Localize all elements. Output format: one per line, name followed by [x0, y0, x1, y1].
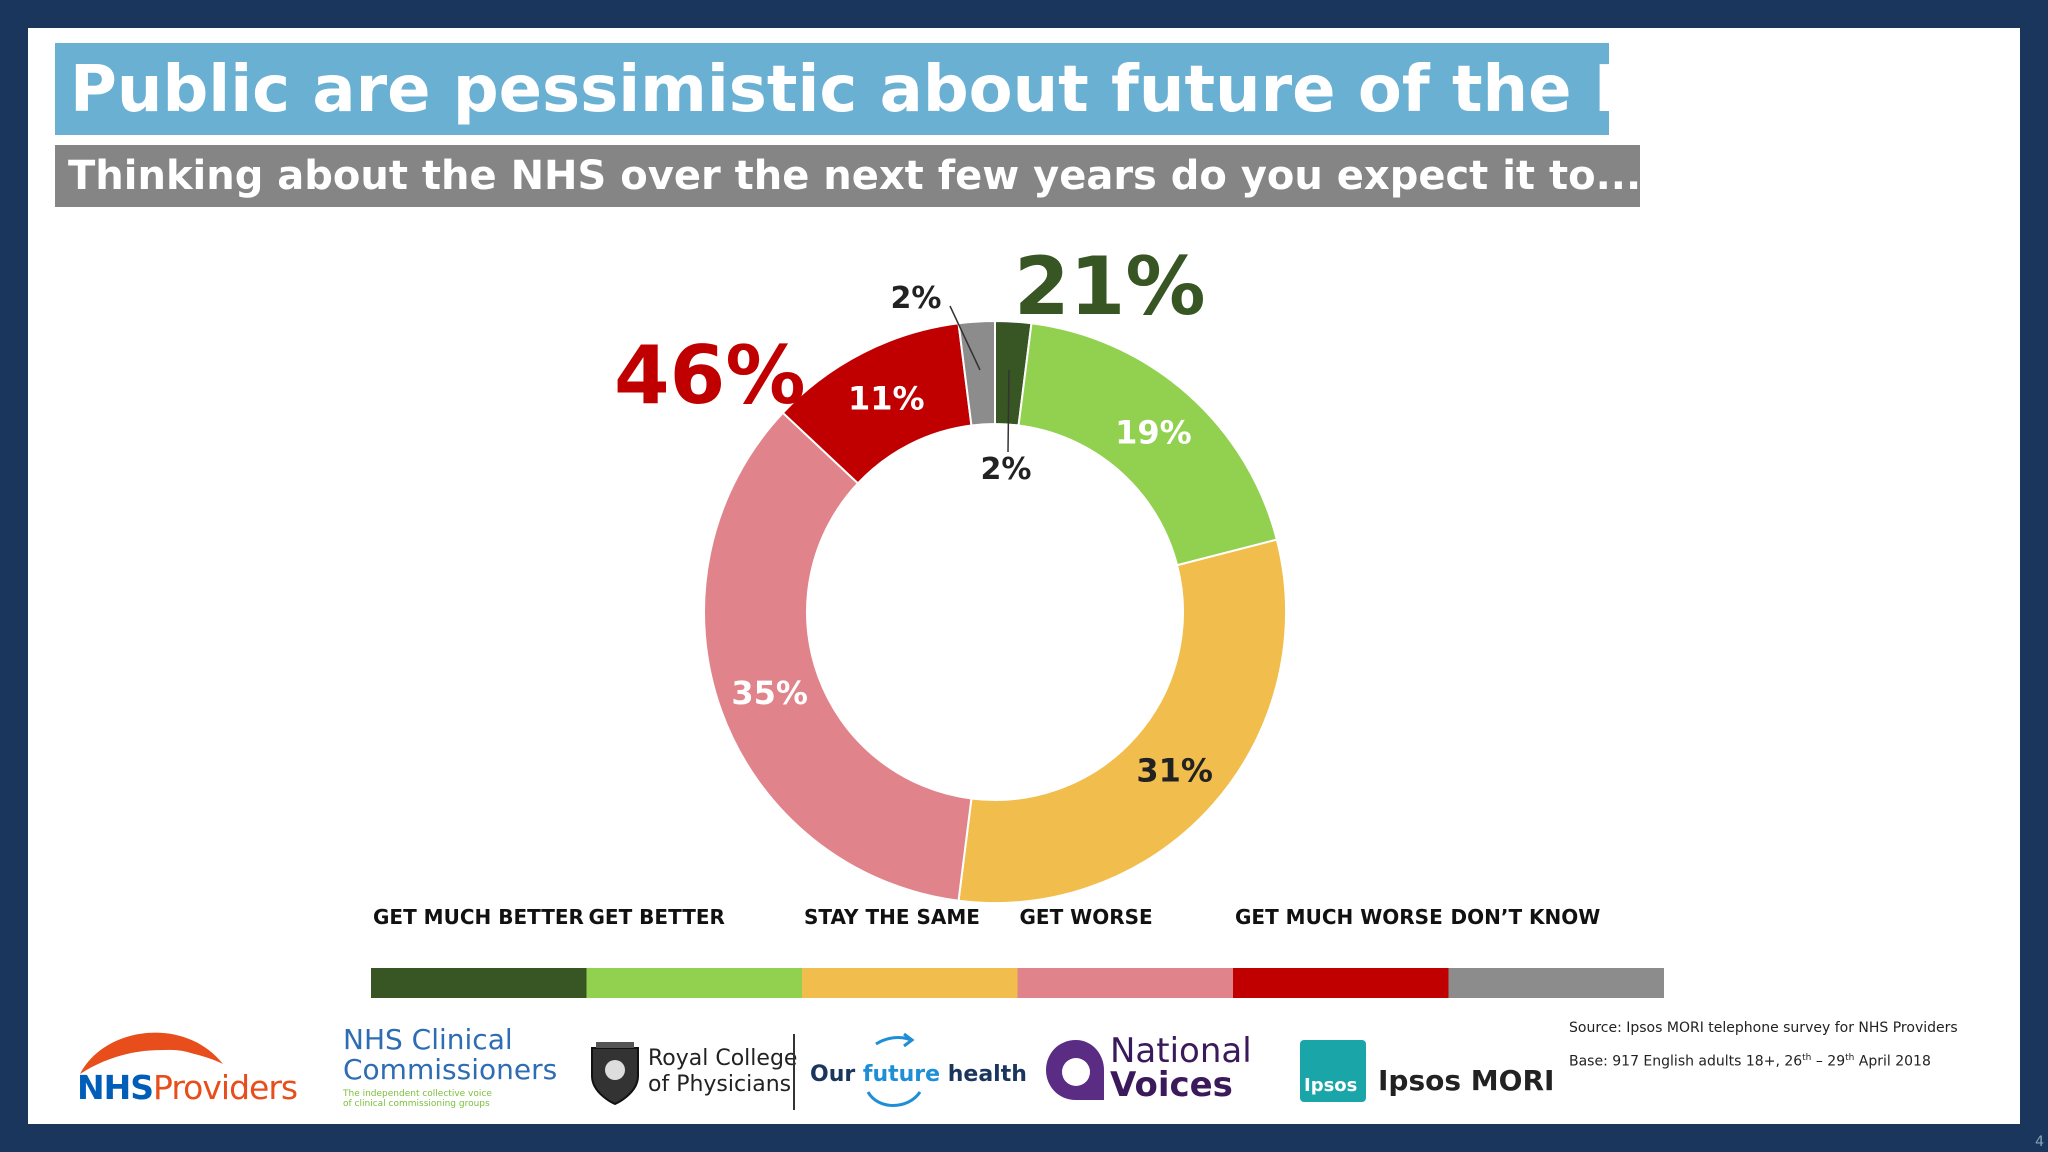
title-banner [55, 43, 1609, 135]
legend-swatch [371, 968, 587, 998]
rcp-crest-icon [591, 1042, 639, 1106]
legend-label: STAY THE SAME [804, 905, 980, 929]
our-future-health-arc-icon [866, 1032, 922, 1107]
legend-swatch [802, 968, 1018, 998]
slice-label: 2% [891, 281, 942, 316]
logo-divider [793, 1034, 795, 1110]
legend-swatch [586, 968, 802, 998]
page-title: Public are pessimistic about future of t… [70, 53, 1747, 127]
ipsos-badge-icon: Ipsos [1300, 1040, 1366, 1102]
donut-slice-get-worse [703, 411, 973, 902]
legend-swatch [1017, 968, 1233, 998]
legend-swatch [1233, 968, 1449, 998]
slice-label: 19% [1115, 413, 1192, 451]
nhs-providers-logo: NHSProviders [77, 1068, 298, 1107]
national-voices-logo: National Voices [1110, 1031, 1252, 1105]
slice-label: 35% [731, 674, 808, 712]
slice-label: 2% [981, 452, 1032, 487]
rcp-logo: Royal College of Physicians [648, 1046, 798, 1097]
donut-slice-get-better [1017, 322, 1279, 567]
legend-label: DON’T KNOW [1450, 905, 1601, 929]
source-text: Source: Ipsos MORI telephone survey for … [1569, 1020, 1958, 1036]
our-future-health-logo: Our future health [810, 1062, 1027, 1087]
slice-label: 31% [1136, 751, 1213, 789]
page-number: 4 [2035, 1134, 2044, 1150]
nhs-providers-arc-icon [80, 1032, 223, 1074]
chart-question: Thinking about the NHS over the next few… [68, 153, 1665, 199]
legend-swatch [1448, 968, 1664, 998]
ipsos-mori-logo: Ipsos MORI [1378, 1064, 1555, 1097]
donut-slice-don-t-know [957, 319, 996, 427]
leader-line-dont-know [949, 305, 981, 371]
legend-label: GET MUCH WORSE [1235, 905, 1443, 929]
legend-label: GET WORSE [1019, 905, 1153, 929]
donut-slice-stay-the-same [957, 538, 1287, 904]
nhs-clinical-commissioners-logo: NHS Clinical Commissioners The independe… [343, 1023, 558, 1110]
national-voices-icon [1046, 1040, 1104, 1100]
leader-line-much-better [1007, 369, 1010, 453]
annotation-better-total: 21% [1014, 240, 1205, 333]
subtitle-banner [55, 145, 1640, 207]
legend-label: GET BETTER [588, 905, 725, 929]
slice-label: 11% [848, 380, 925, 418]
base-text: Base: 917 English adults 18+, 26th – 29t… [1569, 1053, 1931, 1070]
source-note: Source: Ipsos MORI telephone survey for … [1569, 1013, 1958, 1077]
annotation-worse-total: 46% [614, 329, 805, 422]
legend-label: GET MUCH BETTER [373, 905, 584, 929]
slide [28, 28, 2020, 1124]
